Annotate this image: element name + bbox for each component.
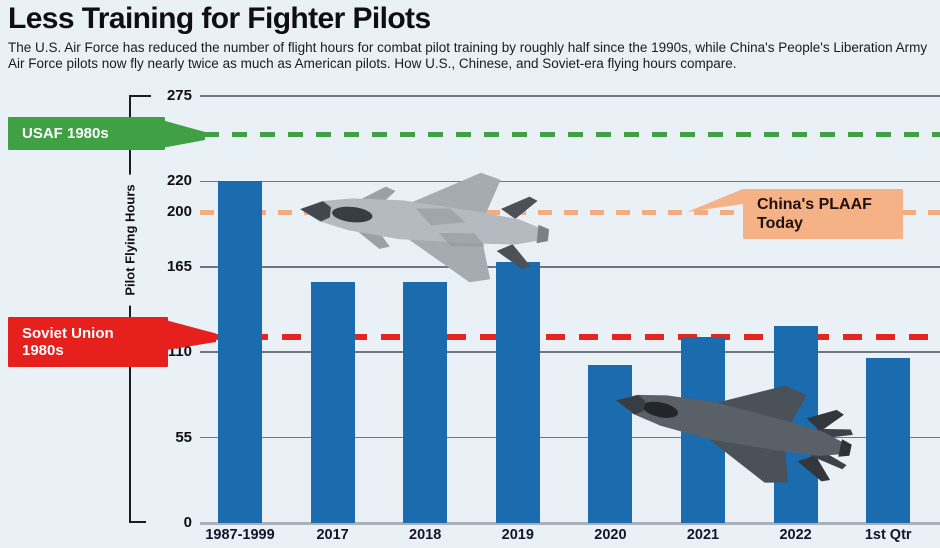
bar-2017	[310, 282, 355, 523]
bar-2019	[495, 262, 540, 523]
x-axis-label-2022: 2022	[779, 527, 812, 543]
y-axis-line	[129, 95, 131, 523]
subtitle-text: The U.S. Air Force has reduced the numbe…	[8, 40, 928, 72]
bar-1st-qtr	[866, 358, 911, 523]
y-axis-tick-label-165: 165	[166, 257, 192, 275]
plaaf-label-line1: China's PLAAF	[757, 195, 872, 213]
usaf-1980s-label: USAF 1980s	[22, 125, 109, 142]
y-axis-tick-label-55: 55	[175, 428, 192, 446]
soviet-reference-line	[216, 333, 940, 340]
bar-2021	[681, 336, 725, 523]
x-axis-label-1st-qtr: 1st Qtr	[864, 527, 912, 543]
y-axis-tick-label-275: 275	[166, 87, 192, 104]
soviet-union-label-line2: 1980s	[22, 342, 64, 359]
soviet-union-1980s-callout: Soviet Union 1980s	[8, 317, 168, 367]
gridline-110	[200, 351, 940, 353]
x-axis-label-2019: 2019	[501, 527, 534, 543]
plaaf-reference-line	[200, 209, 940, 215]
bar-2022	[773, 325, 818, 523]
page-title: Less Training for Fighter Pilots	[8, 2, 431, 35]
y-axis-tick-label-0: 0	[183, 514, 192, 531]
y-axis-tick-label-200: 200	[166, 203, 192, 221]
x-axis-label-2017: 2017	[316, 527, 349, 543]
usaf-1980s-callout: USAF 1980s	[8, 117, 165, 150]
bar-2018	[403, 282, 448, 523]
gridline-220	[200, 180, 940, 183]
y-axis-top-cap	[129, 95, 151, 97]
y-axis-bottom-cap	[129, 521, 146, 523]
us-f35-fighter-jet-image	[615, 385, 853, 483]
soviet-union-label-line1: Soviet Union	[22, 324, 114, 342]
gridline-275	[200, 95, 940, 97]
gridline-165	[200, 266, 940, 268]
y-axis-tick-label-220: 220	[166, 172, 192, 190]
usaf-reference-line	[204, 132, 940, 138]
x-axis-baseline	[200, 521, 940, 525]
x-axis-label-1987-1999: 1987-1999	[205, 527, 275, 543]
bar-1987-1999	[218, 181, 262, 523]
x-axis-label-2020: 2020	[594, 527, 627, 543]
x-axis-label-2021: 2021	[686, 527, 720, 543]
gridline-55	[200, 436, 940, 439]
y-axis-title: Pilot Flying Hours	[119, 174, 141, 306]
bar-2020	[588, 364, 633, 523]
plaaf-label-line2: Today	[757, 215, 803, 232]
x-axis-label-2018: 2018	[409, 527, 442, 543]
chinas-plaaf-today-callout: China's PLAAF Today	[743, 189, 903, 239]
